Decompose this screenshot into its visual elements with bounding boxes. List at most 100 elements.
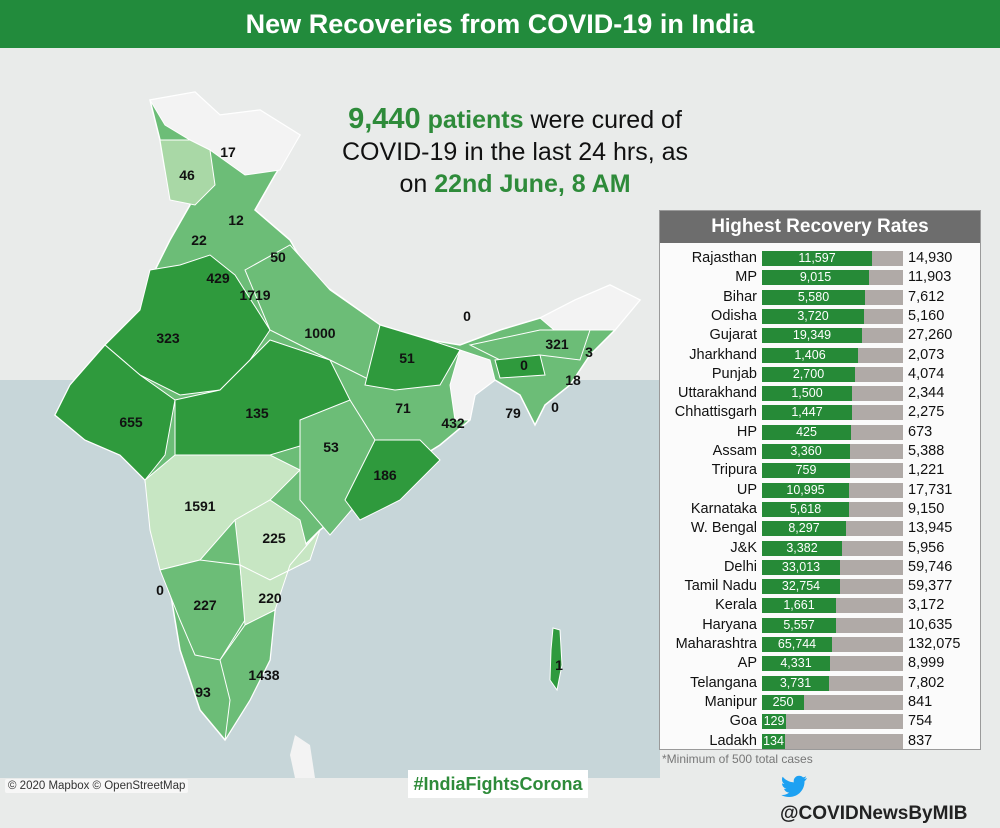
map-region-label: 12 — [228, 212, 244, 228]
map-region-label: 220 — [258, 590, 282, 606]
total-bar — [762, 347, 903, 363]
total-label: 132,075 — [908, 636, 961, 652]
total-label: 59,377 — [908, 578, 953, 595]
region-ladakh-inner — [159, 139, 216, 206]
recovery-row: W. Bengal 8,297 13,945 — [660, 519, 980, 538]
region-odisha — [344, 439, 441, 521]
recovered-label: 10,995 — [786, 482, 825, 497]
total-label: 10,635 — [908, 616, 953, 633]
recovery-row: Bihar 5,580 7,612 — [660, 288, 980, 307]
recovered-bar — [762, 328, 862, 344]
total-bar — [762, 521, 903, 537]
total-label: 841 — [908, 693, 933, 710]
total-label: 5,956 — [908, 539, 945, 556]
recovery-row: Punjab 2,700 4,074 — [660, 365, 980, 384]
total-label: 9,150 — [908, 500, 945, 517]
recovered-bar — [762, 482, 849, 498]
recovered-bar — [762, 308, 864, 324]
recovery-row: MP 9,015 11,903 — [660, 268, 980, 287]
region-northeast — [539, 284, 641, 336]
recovered-label: 5,557 — [783, 617, 815, 632]
state-name: Karnataka — [690, 500, 757, 517]
sri-lanka — [290, 735, 315, 778]
recovered-bar — [762, 694, 804, 710]
recovered-label: 1,661 — [783, 598, 815, 613]
state-name: Bihar — [723, 288, 757, 305]
map-region-label: 0 — [156, 582, 164, 598]
headline-count: 9,440 — [348, 103, 421, 135]
region-gujarat — [54, 344, 176, 481]
footnote: *Minimum of 500 total cases — [662, 752, 813, 766]
region-bengal — [449, 349, 496, 421]
twitter-handle-text: @COVIDNewsByMIB — [780, 803, 968, 824]
state-name: J&K — [730, 539, 757, 556]
state-name: Odisha — [711, 307, 757, 324]
recovered-label: 1,500 — [791, 386, 823, 401]
recovered-label: 5,618 — [789, 501, 822, 516]
recovered-bar — [762, 656, 830, 672]
recovered-label: 4,331 — [780, 656, 812, 671]
total-label: 7,612 — [908, 288, 945, 305]
state-name: Jharkhand — [689, 346, 757, 363]
hashtag: #IndiaFightsCorona — [408, 770, 588, 798]
map-region-label: 93 — [195, 684, 211, 700]
headline-count-unit: patients — [427, 106, 524, 134]
total-label: 27,260 — [908, 327, 953, 344]
recovered-label: 3,360 — [790, 444, 822, 458]
state-name: Chhattisgarh — [674, 404, 757, 421]
recovered-bar — [762, 617, 836, 633]
total-bar — [762, 598, 903, 614]
recovery-row: Assam 3,360 5,388 — [660, 442, 980, 461]
map-region-label: 51 — [399, 350, 415, 366]
total-bar — [762, 559, 903, 575]
recovery-row: Manipur 250 841 — [660, 693, 980, 712]
recovered-bar — [762, 463, 850, 479]
total-bar — [762, 637, 903, 652]
map-region-label: 135 — [245, 405, 269, 421]
state-name: MP — [735, 269, 757, 286]
recovery-row: Odisha 3,720 5,160 — [660, 307, 980, 326]
total-bar — [762, 579, 903, 595]
twitter-handle[interactable]: @COVIDNewsByMIB — [780, 772, 1000, 824]
map-region-label: 225 — [262, 530, 286, 546]
recovery-row: J&K 3,382 5,956 — [660, 539, 980, 558]
panel-title: Highest Recovery Rates — [660, 211, 980, 243]
recovered-bar — [762, 714, 786, 730]
total-label: 8,999 — [908, 655, 945, 672]
map-region-label: 22 — [191, 232, 207, 248]
total-label: 1,221 — [908, 462, 945, 479]
total-bar — [762, 656, 903, 672]
map-region-label: 1000 — [304, 325, 335, 341]
region-meghalaya — [494, 354, 546, 379]
state-name: HP — [736, 423, 757, 440]
recovered-label: 1,406 — [794, 347, 826, 362]
total-bar — [762, 714, 903, 730]
recovery-row: AP 4,331 8,999 — [660, 654, 980, 673]
recovered-label: 11,597 — [798, 251, 836, 265]
recovery-row: Telangana 3,731 7,802 — [660, 674, 980, 693]
map-region-label: 1719 — [239, 287, 270, 303]
total-label: 2,275 — [908, 404, 945, 421]
recovered-bar — [762, 424, 851, 440]
recovered-label: 3,720 — [797, 308, 829, 323]
recovered-bar — [762, 347, 858, 363]
total-bar — [762, 540, 903, 556]
state-name: Kerala — [715, 597, 757, 614]
state-name: Delhi — [723, 558, 757, 575]
map-region-label: 0 — [520, 357, 528, 373]
header-title: New Recoveries from COVID-19 in India — [0, 0, 1000, 48]
map-credits[interactable]: © 2020 Mapbox © OpenStreetMap — [5, 779, 189, 793]
recovered-label: 33,013 — [781, 559, 821, 574]
recovered-label: 3,731 — [779, 675, 812, 690]
total-label: 17,731 — [908, 481, 953, 498]
total-label: 14,930 — [908, 250, 953, 266]
recovered-label: 425 — [796, 424, 817, 439]
headline-text-1: were cured of — [530, 106, 682, 134]
map-region-label: 50 — [270, 249, 286, 265]
recovered-label: 65,744 — [777, 637, 817, 651]
recovered-label: 250 — [772, 694, 794, 709]
recovery-row: Ladakh 134 837 — [660, 732, 980, 751]
total-bar — [762, 424, 903, 440]
recovery-rates-panel: Highest Recovery Rates Rajasthan 11,597 14… — [659, 210, 981, 750]
total-bar — [762, 733, 903, 749]
